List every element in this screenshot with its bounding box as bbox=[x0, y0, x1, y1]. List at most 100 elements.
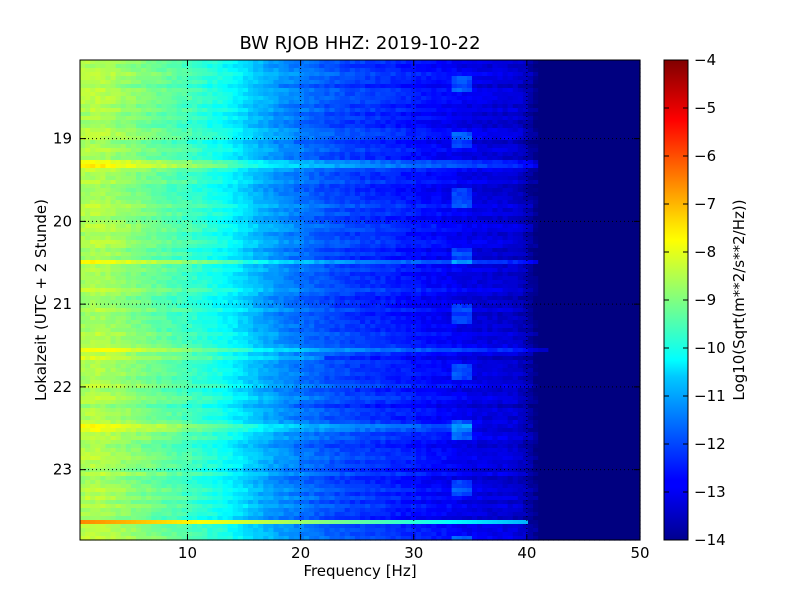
heatmap-cell bbox=[502, 136, 509, 141]
heatmap-cell bbox=[258, 156, 264, 161]
heatmap-cell bbox=[80, 172, 86, 177]
heatmap-cell bbox=[451, 208, 458, 213]
heatmap-cell bbox=[584, 172, 590, 177]
heatmap-cell bbox=[344, 216, 351, 221]
heatmap-cell bbox=[385, 132, 392, 137]
heatmap-cell bbox=[329, 236, 336, 241]
heatmap-cell bbox=[349, 144, 356, 149]
heatmap-cell bbox=[487, 152, 493, 157]
heatmap-cell bbox=[151, 184, 157, 189]
heatmap-cell bbox=[512, 212, 519, 217]
heatmap-cell bbox=[456, 152, 463, 157]
heatmap-cell bbox=[166, 180, 173, 185]
heatmap-cell bbox=[517, 224, 524, 229]
heatmap-cell bbox=[232, 188, 239, 193]
heatmap-cell bbox=[477, 148, 483, 153]
heatmap-cell bbox=[181, 220, 188, 225]
heatmap-cell bbox=[166, 116, 173, 121]
heatmap-cell bbox=[461, 208, 468, 213]
heatmap-cell bbox=[482, 232, 488, 237]
heatmap-cell bbox=[161, 236, 168, 241]
heatmap-cell bbox=[288, 240, 295, 245]
heatmap-cell bbox=[492, 140, 499, 145]
heatmap-cell bbox=[100, 64, 107, 69]
heatmap-cell bbox=[553, 80, 560, 85]
heatmap-cell bbox=[258, 148, 264, 153]
heatmap-cell bbox=[517, 144, 524, 149]
heatmap-cell bbox=[329, 80, 336, 85]
heatmap-cell bbox=[110, 116, 117, 121]
heatmap-cell bbox=[589, 148, 595, 153]
heatmap-cell bbox=[629, 60, 636, 65]
heatmap-cell bbox=[446, 112, 453, 117]
heatmap-cell bbox=[146, 208, 152, 213]
heatmap-cell bbox=[95, 132, 101, 137]
heatmap-cell bbox=[258, 120, 264, 125]
heatmap-cell bbox=[146, 232, 152, 237]
heatmap-cell bbox=[304, 220, 310, 225]
heatmap-cell bbox=[405, 104, 412, 109]
heatmap-cell bbox=[278, 112, 285, 117]
heatmap-cell bbox=[293, 232, 300, 237]
heatmap-cell bbox=[482, 172, 488, 177]
heatmap-cell bbox=[395, 228, 402, 233]
heatmap-cell bbox=[197, 68, 203, 73]
heatmap-cell bbox=[136, 144, 142, 149]
heatmap-cell bbox=[400, 136, 407, 141]
heatmap-cell bbox=[161, 188, 168, 193]
heatmap-cell bbox=[253, 188, 259, 193]
heatmap-cell bbox=[466, 228, 473, 233]
heatmap-cell bbox=[599, 104, 605, 109]
heatmap-cell bbox=[217, 128, 224, 133]
heatmap-cell bbox=[349, 164, 356, 169]
heatmap-cell bbox=[482, 84, 488, 89]
heatmap-cell bbox=[227, 100, 234, 105]
heatmap-cell bbox=[95, 100, 101, 105]
heatmap-cell bbox=[258, 180, 264, 185]
heatmap-cell bbox=[354, 64, 361, 69]
heatmap-cell bbox=[304, 84, 310, 89]
heatmap-cell bbox=[589, 68, 595, 73]
heatmap-cell bbox=[334, 224, 341, 229]
heatmap-cell bbox=[192, 200, 198, 205]
heatmap-cell bbox=[232, 120, 239, 125]
heatmap-cell bbox=[197, 240, 203, 245]
heatmap-cell bbox=[110, 88, 117, 93]
heatmap-cell bbox=[334, 88, 341, 93]
heatmap-cell bbox=[268, 152, 275, 157]
heatmap-cell bbox=[242, 200, 249, 205]
heatmap-cell bbox=[360, 120, 366, 125]
heatmap-cell bbox=[451, 184, 458, 189]
heatmap-cell bbox=[604, 76, 611, 81]
heatmap-cell bbox=[410, 124, 417, 129]
heatmap-cell bbox=[497, 60, 504, 65]
heatmap-cell bbox=[629, 144, 636, 149]
heatmap-cell bbox=[293, 60, 300, 65]
heatmap-cell bbox=[248, 88, 254, 93]
heatmap-cell bbox=[136, 100, 142, 105]
heatmap-cell bbox=[573, 124, 580, 129]
heatmap-cell bbox=[629, 104, 636, 109]
heatmap-cell bbox=[594, 220, 600, 225]
heatmap-cell bbox=[629, 120, 636, 125]
heatmap-cell bbox=[237, 236, 244, 241]
heatmap-cell bbox=[125, 124, 132, 129]
heatmap-cell bbox=[197, 232, 203, 237]
heatmap-cell bbox=[410, 160, 417, 165]
heatmap-cell bbox=[334, 108, 341, 113]
heatmap-cell bbox=[563, 224, 570, 229]
heatmap-cell bbox=[543, 176, 549, 181]
heatmap-cell bbox=[390, 112, 397, 117]
heatmap-cell bbox=[441, 128, 448, 133]
heatmap-cell bbox=[609, 128, 616, 133]
heatmap-cell bbox=[614, 132, 621, 137]
heatmap-cell bbox=[339, 180, 346, 185]
heatmap-cell bbox=[309, 236, 315, 241]
heatmap-cell bbox=[385, 212, 392, 217]
heatmap-cell bbox=[146, 236, 152, 241]
heatmap-cell bbox=[594, 72, 600, 77]
heatmap-cell bbox=[446, 216, 453, 221]
heatmap-cell bbox=[339, 68, 346, 73]
heatmap-cell bbox=[268, 184, 275, 189]
heatmap-cell bbox=[278, 224, 285, 229]
